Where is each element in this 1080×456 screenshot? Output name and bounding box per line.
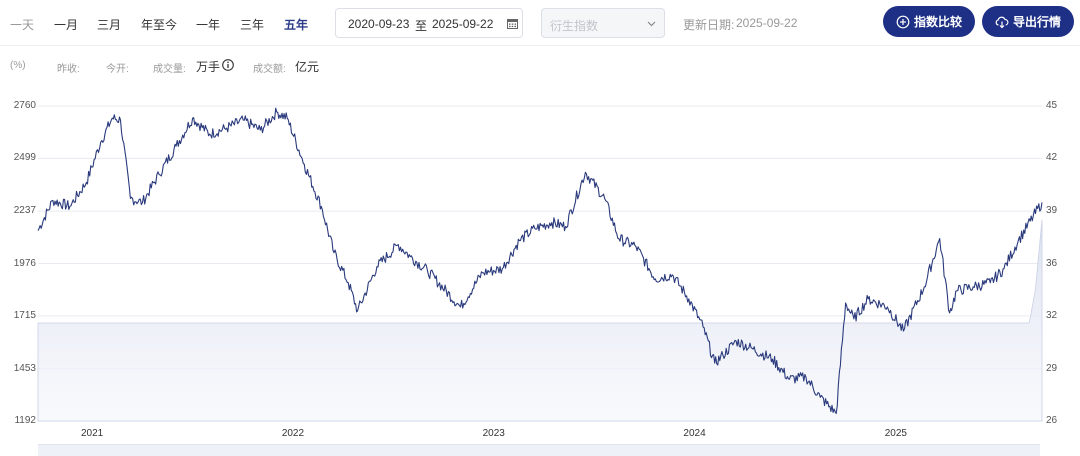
range-tab-1y[interactable]: 一年 — [196, 18, 221, 32]
calendar-icon[interactable] — [507, 18, 518, 29]
toolbar: 一天 一月 三月 年至今 一年 三年 五年 2020-09-23 至 2025-… — [0, 0, 1080, 46]
range-tab-3m[interactable]: 三月 — [97, 18, 122, 32]
x-axis-tick: 2021 — [81, 428, 104, 439]
derivative-index-select[interactable]: 衍生指数 — [541, 8, 665, 38]
date-end[interactable]: 2025-09-22 — [432, 17, 494, 31]
y-axis-right-tick: 39 — [1046, 205, 1058, 217]
x-axis-tick: 2024 — [683, 428, 706, 439]
export-quotes-label: 导出行情 — [1012, 15, 1061, 29]
y-axis-left-tick: 2760 — [13, 100, 36, 111]
y-axis-left-tick: 1715 — [13, 309, 36, 321]
range-tab-1m[interactable]: 一月 — [54, 18, 79, 32]
prev-close-label: 昨收: — [57, 64, 80, 75]
unit-label: (%) — [10, 60, 26, 71]
derivative-index-placeholder: 衍生指数 — [550, 19, 599, 33]
y-axis-right-tick: 26 — [1046, 415, 1058, 426]
index-compare-button[interactable]: 指数比较 — [883, 6, 975, 37]
time-range-scrollbar[interactable] — [38, 444, 1040, 456]
date-range-picker[interactable]: 2020-09-23 至 2025-09-22 — [335, 8, 523, 38]
date-separator: 至 — [415, 19, 428, 33]
cloud-download-icon — [995, 16, 1009, 28]
range-tab-3y[interactable]: 三年 — [240, 18, 265, 32]
range-tab-1d[interactable]: 一天 — [10, 18, 35, 32]
x-axis-tick: 2025 — [884, 428, 907, 439]
volume-label: 成交量: — [153, 64, 186, 75]
volume-unit: 万手 — [196, 60, 221, 74]
y-axis-right-tick: 36 — [1046, 257, 1058, 269]
y-axis-left-tick: 2237 — [13, 205, 36, 217]
y-axis-left-tick: 1976 — [13, 257, 36, 269]
update-date-label: 更新日期: — [683, 18, 735, 32]
range-tab-ytd[interactable]: 年至今 — [141, 18, 178, 32]
secondary-area-series — [37, 219, 1043, 422]
y-axis-left-tick: 1192 — [14, 415, 36, 426]
date-start[interactable]: 2020-09-23 — [348, 17, 410, 31]
update-date-value: 2025-09-22 — [736, 16, 798, 30]
y-axis-right-tick: 45 — [1046, 100, 1058, 111]
y-axis-right-tick: 32 — [1046, 309, 1058, 321]
toolbar-divider — [0, 45, 1080, 46]
plus-circle-icon — [896, 15, 910, 28]
info-icon[interactable] — [222, 59, 234, 71]
y-axis-left-tick: 1453 — [13, 362, 36, 374]
open-label: 今开: — [106, 64, 129, 75]
y-axis-left-tick: 2499 — [13, 152, 36, 164]
amount-unit: 亿元 — [295, 60, 320, 74]
x-axis-tick: 2023 — [482, 428, 505, 439]
index-line-series — [37, 107, 1043, 414]
index-compare-label: 指数比较 — [913, 15, 962, 29]
y-axis-right-tick: 29 — [1046, 362, 1058, 374]
y-axis-right-tick: 42 — [1046, 152, 1058, 164]
amount-label: 成交额: — [253, 64, 286, 75]
export-quotes-button[interactable]: 导出行情 — [982, 6, 1074, 37]
range-tab-5y[interactable]: 五年 — [284, 18, 309, 32]
chevron-down-icon — [647, 21, 656, 27]
x-axis-tick: 2022 — [281, 428, 305, 439]
